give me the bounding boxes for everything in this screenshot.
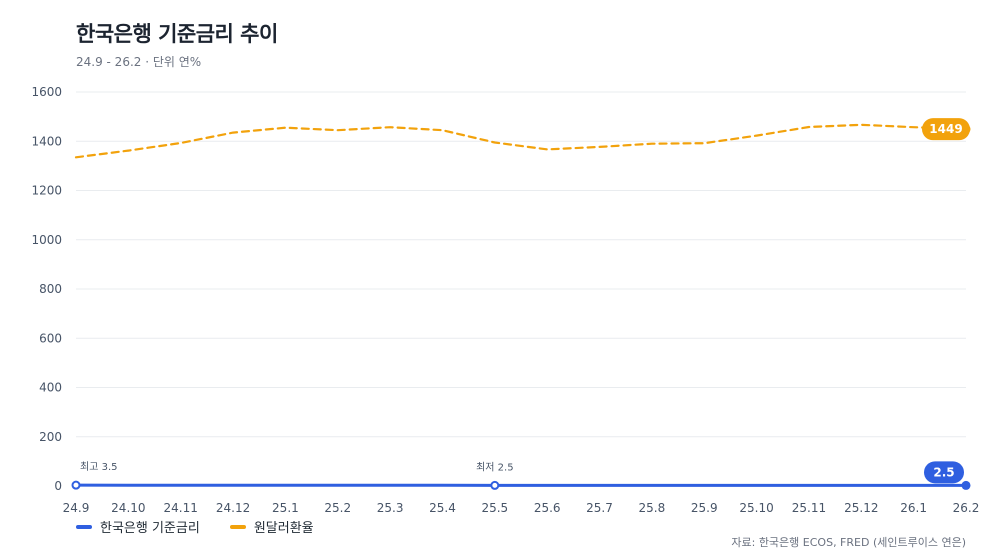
x-tick-label: 25.4 [429, 501, 456, 515]
y-tick-label: 400 [39, 381, 62, 395]
x-tick-label: 24.12 [216, 501, 250, 515]
x-tick-label: 24.10 [111, 501, 145, 515]
legend-swatch-rate [76, 524, 92, 529]
legend-swatch-fx [229, 524, 246, 529]
y-tick-label: 1600 [31, 85, 62, 99]
y-tick-label: 1000 [31, 233, 62, 247]
annotation-label: 최고 3.5 [80, 461, 117, 473]
y-tick-label: 0 [54, 479, 62, 493]
data-source: 자료: 한국은행 ECOS, FRED (세인트루이스 연은) [731, 536, 966, 549]
x-tick-label: 25.3 [377, 501, 404, 515]
x-tick-label: 25.7 [586, 501, 613, 515]
end-value-label: 1449 [929, 122, 962, 136]
x-tick-label: 25.5 [481, 501, 508, 515]
chart-subtitle: 24.9 - 26.2 · 단위 연% [76, 55, 202, 69]
series-line-fx [74, 123, 968, 159]
annotation-label: 최저 2.5 [476, 461, 513, 473]
legend-item-fx: 원달러환율 [229, 517, 314, 536]
x-tick-label: 25.12 [844, 501, 878, 515]
end-value-badge [922, 118, 970, 141]
x-tick-label: 26.2 [953, 501, 980, 515]
end-marker [961, 480, 971, 490]
x-tick-label: 25.6 [534, 501, 561, 515]
x-tick-label: 26.1 [900, 501, 927, 515]
chart-legend: 한국은행 기준금리 원달러환율 [76, 517, 314, 536]
y-tick-label: 1200 [31, 184, 62, 198]
x-tick-label: 25.1 [272, 501, 299, 515]
x-tick-label: 25.8 [639, 501, 666, 515]
legend-label-rate: 한국은행 기준금리 [100, 521, 200, 536]
legend-item-rate: 한국은행 기준금리 [76, 517, 200, 536]
end-value-badge [924, 461, 964, 484]
x-tick-label: 24.9 [63, 501, 90, 515]
chart-title: 한국은행 기준금리 추이 [76, 22, 278, 46]
y-tick-label: 800 [39, 282, 62, 296]
annotation-marker [71, 480, 81, 490]
x-tick-label: 25.2 [324, 501, 351, 515]
y-tick-label: 200 [39, 430, 62, 444]
x-tick-label: 25.9 [691, 501, 718, 515]
x-tick-label: 25.10 [739, 501, 773, 515]
y-tick-label: 600 [39, 331, 62, 345]
end-value-label: 2.5 [933, 465, 954, 479]
x-tick-label: 25.11 [792, 501, 826, 515]
y-tick-label: 1400 [31, 134, 62, 148]
x-tick-label: 24.11 [164, 501, 198, 515]
annotation-marker [490, 480, 500, 490]
legend-label-fx: 원달러환율 [253, 521, 314, 536]
